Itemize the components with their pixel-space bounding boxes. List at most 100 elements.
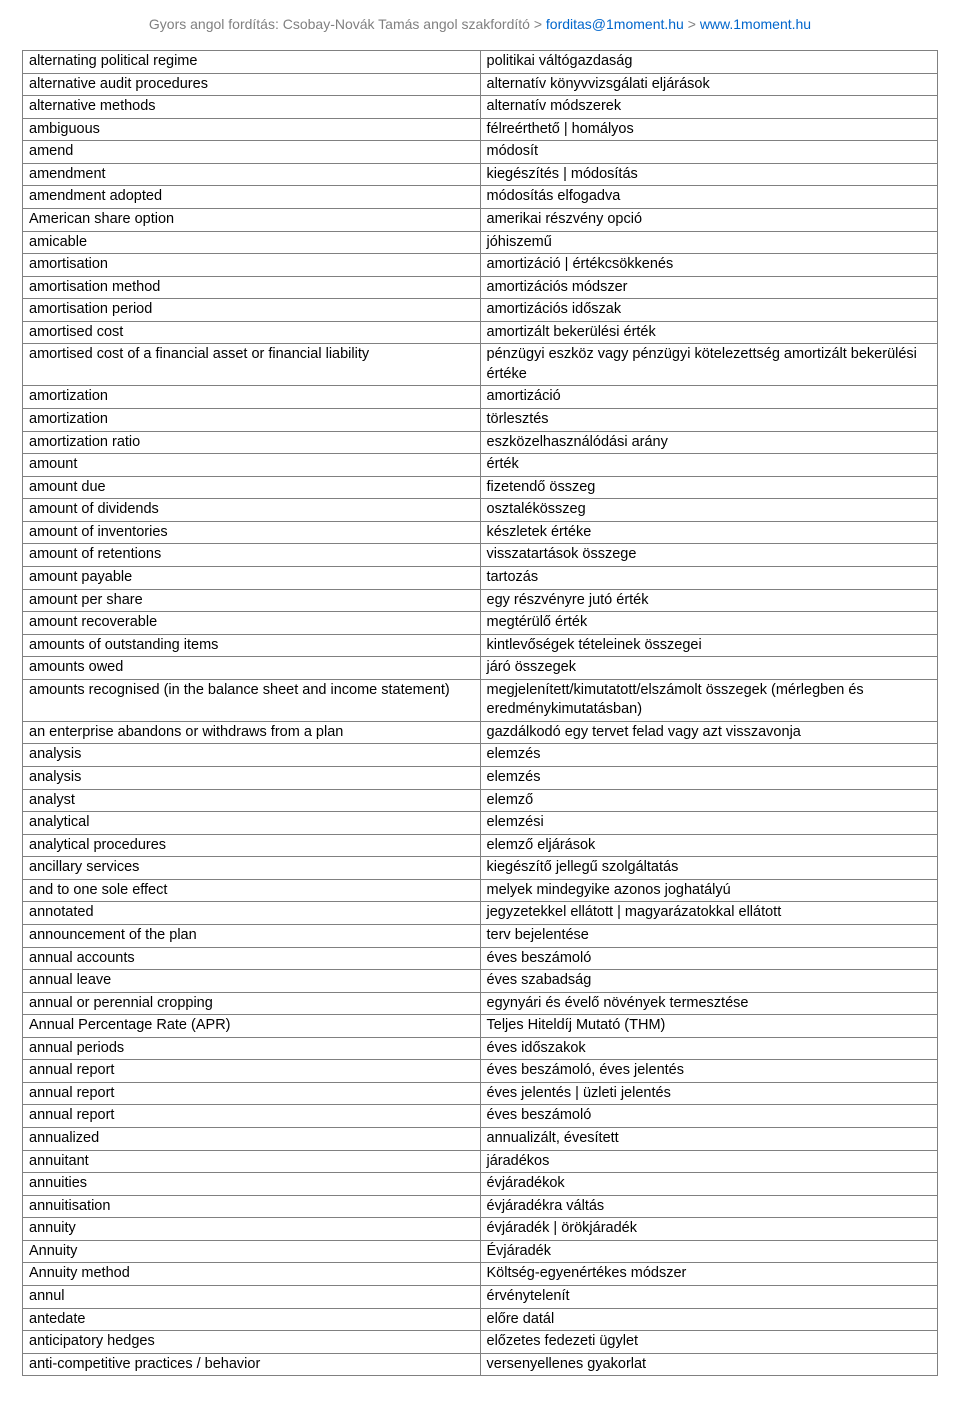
cell-english: amortization xyxy=(23,409,481,432)
table-row: American share optionamerikai részvény o… xyxy=(23,208,938,231)
cell-english: amortisation period xyxy=(23,299,481,322)
glossary-body: alternating political regimepolitikai vá… xyxy=(23,51,938,1376)
table-row: amortised cost of a financial asset or f… xyxy=(23,344,938,386)
cell-hungarian: módosítás elfogadva xyxy=(480,186,938,209)
table-row: analystelemző xyxy=(23,789,938,812)
cell-hungarian: Teljes Hiteldíj Mutató (THM) xyxy=(480,1015,938,1038)
table-row: annual reportéves jelentés | üzleti jele… xyxy=(23,1082,938,1105)
cell-hungarian: jegyzetekkel ellátott | magyarázatokkal … xyxy=(480,902,938,925)
cell-hungarian: terv bejelentése xyxy=(480,924,938,947)
cell-english: annual report xyxy=(23,1105,481,1128)
cell-english: amendment xyxy=(23,163,481,186)
cell-english: annual periods xyxy=(23,1037,481,1060)
table-row: annual accountséves beszámoló xyxy=(23,947,938,970)
cell-hungarian: érvénytelenít xyxy=(480,1285,938,1308)
cell-english: amount xyxy=(23,454,481,477)
cell-hungarian: egynyári és évelő növények termesztése xyxy=(480,992,938,1015)
table-row: analytical procedureselemző eljárások xyxy=(23,834,938,857)
cell-hungarian: járadékos xyxy=(480,1150,938,1173)
cell-hungarian: módosít xyxy=(480,141,938,164)
cell-hungarian: félreérthető | homályos xyxy=(480,118,938,141)
cell-english: annuitisation xyxy=(23,1195,481,1218)
table-row: annulérvénytelenít xyxy=(23,1285,938,1308)
cell-english: anti-competitive practices / behavior xyxy=(23,1353,481,1376)
table-row: AnnuityÉvjáradék xyxy=(23,1240,938,1263)
table-row: amount payabletartozás xyxy=(23,566,938,589)
cell-hungarian: előre datál xyxy=(480,1308,938,1331)
cell-english: analytical xyxy=(23,812,481,835)
cell-english: amortisation method xyxy=(23,276,481,299)
cell-hungarian: éves szabadság xyxy=(480,970,938,993)
table-row: amendment adoptedmódosítás elfogadva xyxy=(23,186,938,209)
table-row: annotatedjegyzetekkel ellátott | magyará… xyxy=(23,902,938,925)
cell-hungarian: évjáradék | örökjáradék xyxy=(480,1218,938,1241)
table-row: alternative audit proceduresalternatív k… xyxy=(23,73,938,96)
cell-hungarian: elemzés xyxy=(480,767,938,790)
cell-hungarian: amortizációs módszer xyxy=(480,276,938,299)
table-row: ancillary serviceskiegészítő jellegű szo… xyxy=(23,857,938,880)
header-prefix: Gyors angol fordítás: Csobay-Novák Tamás… xyxy=(149,16,546,32)
table-row: amount of inventorieskészletek értéke xyxy=(23,521,938,544)
cell-english: alternative methods xyxy=(23,96,481,119)
table-row: amounts of outstanding itemskintlevősége… xyxy=(23,634,938,657)
cell-english: amount of retentions xyxy=(23,544,481,567)
cell-hungarian: melyek mindegyike azonos joghatályú xyxy=(480,879,938,902)
cell-hungarian: elemző xyxy=(480,789,938,812)
cell-hungarian: versenyellenes gyakorlat xyxy=(480,1353,938,1376)
table-row: Annuity methodKöltség-egyenértékes módsz… xyxy=(23,1263,938,1286)
table-row: annuitisationévjáradékra váltás xyxy=(23,1195,938,1218)
cell-english: annual report xyxy=(23,1060,481,1083)
cell-english: amortised cost of a financial asset or f… xyxy=(23,344,481,386)
cell-english: an enterprise abandons or withdraws from… xyxy=(23,721,481,744)
cell-english: annual or perennial cropping xyxy=(23,992,481,1015)
cell-english: amount payable xyxy=(23,566,481,589)
table-row: annuitantjáradékos xyxy=(23,1150,938,1173)
cell-hungarian: megtérülő érték xyxy=(480,612,938,635)
table-row: annuitiesévjáradékok xyxy=(23,1173,938,1196)
cell-hungarian: Költség-egyenértékes módszer xyxy=(480,1263,938,1286)
table-row: Annual Percentage Rate (APR)Teljes Hitel… xyxy=(23,1015,938,1038)
cell-hungarian: kiegészítés | módosítás xyxy=(480,163,938,186)
header-url-link[interactable]: www.1moment.hu xyxy=(700,16,811,32)
cell-hungarian: egy részvényre jutó érték xyxy=(480,589,938,612)
table-row: an enterprise abandons or withdraws from… xyxy=(23,721,938,744)
cell-english: Annual Percentage Rate (APR) xyxy=(23,1015,481,1038)
cell-english: ancillary services xyxy=(23,857,481,880)
cell-hungarian: eszközelhasználódási arány xyxy=(480,431,938,454)
header-email-link[interactable]: forditas@1moment.hu xyxy=(546,16,684,32)
cell-english: amounts of outstanding items xyxy=(23,634,481,657)
table-row: amortisation methodamortizációs módszer xyxy=(23,276,938,299)
cell-hungarian: elemző eljárások xyxy=(480,834,938,857)
cell-english: amortisation xyxy=(23,254,481,277)
cell-english: American share option xyxy=(23,208,481,231)
cell-hungarian: amortizációs időszak xyxy=(480,299,938,322)
cell-hungarian: éves beszámoló, éves jelentés xyxy=(480,1060,938,1083)
table-row: amounts owedjáró összegek xyxy=(23,657,938,680)
cell-hungarian: amerikai részvény opció xyxy=(480,208,938,231)
cell-hungarian: elemzési xyxy=(480,812,938,835)
cell-english: amount of inventories xyxy=(23,521,481,544)
cell-hungarian: Évjáradék xyxy=(480,1240,938,1263)
cell-hungarian: politikai váltógazdaság xyxy=(480,51,938,74)
cell-english: Annuity method xyxy=(23,1263,481,1286)
cell-english: amount per share xyxy=(23,589,481,612)
cell-english: analyst xyxy=(23,789,481,812)
page-root: Gyors angol fordítás: Csobay-Novák Tamás… xyxy=(0,0,960,1416)
cell-english: amount recoverable xyxy=(23,612,481,635)
table-row: amicablejóhiszemű xyxy=(23,231,938,254)
table-row: amortizationamortizáció xyxy=(23,386,938,409)
cell-hungarian: éves beszámoló xyxy=(480,947,938,970)
table-row: amendmódosít xyxy=(23,141,938,164)
cell-english: amend xyxy=(23,141,481,164)
table-row: amortisation periodamortizációs időszak xyxy=(23,299,938,322)
cell-hungarian: pénzügyi eszköz vagy pénzügyi kötelezett… xyxy=(480,344,938,386)
page-header: Gyors angol fordítás: Csobay-Novák Tamás… xyxy=(22,16,938,32)
cell-hungarian: kintlevőségek tételeinek összegei xyxy=(480,634,938,657)
cell-english: amounts recognised (in the balance sheet… xyxy=(23,679,481,721)
table-row: alternative methodsalternatív módszerek xyxy=(23,96,938,119)
cell-hungarian: készletek értéke xyxy=(480,521,938,544)
table-row: amount duefizetendő összeg xyxy=(23,476,938,499)
cell-english: annotated xyxy=(23,902,481,925)
cell-english: anticipatory hedges xyxy=(23,1331,481,1354)
cell-hungarian: előzetes fedezeti ügylet xyxy=(480,1331,938,1354)
